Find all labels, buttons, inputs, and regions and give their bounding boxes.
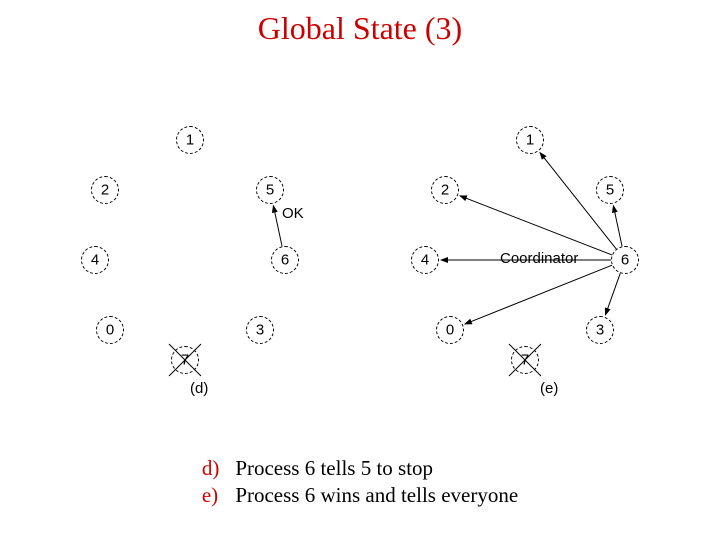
caption-e: (e) [540,380,558,397]
node-e-6: 6 [611,246,639,274]
node-e-4: 4 [411,246,439,274]
node-e-3: 3 [586,316,614,344]
diagram-area: 1 2 5 4 6 0 3 7 OK (d) [0,80,720,420]
bullet-row: d) Process 6 tells 5 to stop [194,456,526,483]
node-d-1: 1 [176,126,204,154]
node-label: 0 [446,323,454,338]
node-label: 7 [521,353,529,368]
node-e-7: 7 [511,346,539,374]
page-title: Global State (3) [0,10,720,47]
node-d-4: 4 [81,246,109,274]
bullet-list: d) Process 6 tells 5 to stop e) Process … [0,456,720,510]
annot-ok: OK [282,205,304,222]
node-d-7: 7 [171,346,199,374]
node-label: 0 [106,323,114,338]
bullet-key: e) [194,483,228,510]
node-label: 1 [186,133,194,148]
node-label: 6 [621,253,629,268]
bullet-row: e) Process 6 wins and tells everyone [194,483,526,510]
node-e-2: 2 [431,176,459,204]
bullet-text: Process 6 tells 5 to stop [227,456,526,483]
node-d-3: 3 [246,316,274,344]
node-label: 1 [526,133,534,148]
node-label: 2 [101,183,109,198]
node-d-6: 6 [271,246,299,274]
node-label: 6 [281,253,289,268]
node-d-2: 2 [91,176,119,204]
slide: Global State (3) 1 2 5 4 6 0 3 [0,0,720,540]
bullet-key: d) [194,456,228,483]
node-label: 7 [181,353,189,368]
node-label: 3 [596,323,604,338]
node-d-0: 0 [96,316,124,344]
node-label: 5 [266,183,274,198]
node-e-5: 5 [596,176,624,204]
caption-d: (d) [190,380,208,397]
node-d-5: 5 [256,176,284,204]
node-label: 5 [606,183,614,198]
bullet-text: Process 6 wins and tells everyone [227,483,526,510]
node-label: 3 [256,323,264,338]
node-label: 2 [441,183,449,198]
node-e-0: 0 [436,316,464,344]
node-e-1: 1 [516,126,544,154]
annot-coordinator: Coordinator [500,250,578,267]
node-label: 4 [421,253,429,268]
node-label: 4 [91,253,99,268]
